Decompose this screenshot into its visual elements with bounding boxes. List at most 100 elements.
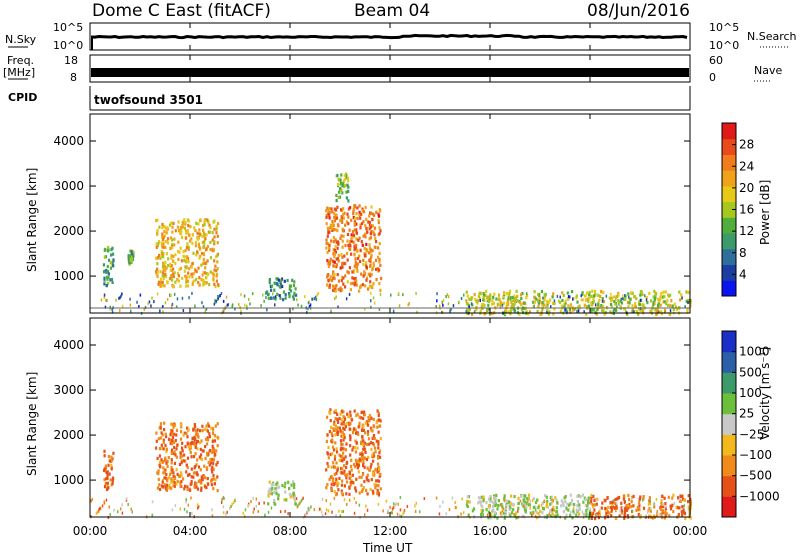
power-scatter-cell	[339, 286, 342, 290]
velocity-ytick-label: 2000	[53, 428, 84, 442]
velocity-scatter-cell	[687, 505, 690, 509]
power-scatter-cell	[642, 302, 644, 306]
power-scatter-cell	[328, 277, 331, 282]
power-scatter-cell	[282, 290, 285, 294]
power-scatter-cell	[190, 265, 193, 269]
power-scatter-cell	[335, 213, 338, 217]
velocity-scatter-cell	[555, 510, 558, 514]
velocity-scatter-cell	[596, 512, 599, 516]
power-scatter-cell	[170, 236, 173, 240]
power-scatter-cell	[275, 277, 278, 281]
power-scatter-cell	[349, 288, 352, 292]
velocity-scatter-cell	[662, 505, 665, 509]
power-scatter-cell	[633, 304, 636, 308]
power-colorbar-swatch	[722, 138, 736, 155]
velocity-scatter-cell	[448, 508, 451, 512]
power-scatter-cell	[499, 303, 502, 307]
velocity-scatter-cell	[545, 495, 548, 499]
power-scatter-cell	[353, 269, 356, 273]
power-scatter-cell	[679, 298, 682, 302]
velocity-scatter-cell	[193, 485, 196, 489]
power-scatter-cell	[327, 209, 330, 213]
velocity-scatter-cell	[162, 440, 165, 444]
power-scatter-cell	[184, 248, 187, 253]
power-scatter-cell	[497, 297, 500, 301]
power-scatter-cell	[352, 235, 355, 239]
power-scatter-cell	[364, 232, 367, 236]
power-scatter-cell	[495, 297, 498, 301]
velocity-scatter-cell	[188, 472, 191, 477]
power-scatter-cell	[537, 299, 540, 303]
power-scatter-cell	[169, 262, 172, 266]
power-scatter-cell	[609, 310, 612, 314]
velocity-scatter-cell	[358, 491, 361, 495]
power-scatter-cell	[659, 295, 662, 299]
power-scatter-cell	[353, 222, 356, 226]
power-scatter-cell	[583, 303, 586, 307]
velocity-scatter-cell	[361, 488, 364, 492]
velocity-scatter-cell	[487, 497, 490, 501]
velocity-scatter-cell	[173, 450, 176, 454]
velocity-scatter-cell	[201, 424, 204, 428]
power-scatter-cell	[156, 292, 159, 296]
velocity-scatter-cell	[414, 504, 416, 508]
velocity-scatter-cell	[163, 469, 166, 474]
velocity-scatter-cell	[371, 429, 374, 433]
velocity-colorbar-tick-label: 500	[739, 365, 762, 379]
power-scatter-cell	[132, 254, 135, 258]
power-scatter-cell	[468, 307, 471, 311]
velocity-scatter-cell	[349, 438, 352, 442]
power-scatter-cell	[276, 283, 279, 287]
power-scatter-cell	[181, 296, 184, 300]
power-scatter-cell	[170, 278, 174, 282]
power-scatter-cell	[293, 291, 296, 295]
power-scatter-cell	[465, 290, 468, 294]
power-scatter-cell	[354, 204, 357, 208]
power-scatter-cell	[623, 307, 626, 311]
power-scatter-cell	[468, 297, 471, 301]
power-scatter-cell	[637, 312, 640, 316]
velocity-scatter-cell	[378, 469, 381, 473]
velocity-scatter-cell	[223, 497, 225, 500]
velocity-scatter-cell	[269, 491, 272, 496]
velocity-scatter-cell	[295, 497, 298, 501]
power-scatter-cell	[488, 299, 491, 303]
velocity-scatter-cell	[288, 492, 291, 497]
power-scatter-cell	[171, 243, 174, 247]
power-scatter-cell	[150, 304, 152, 308]
velocity-colorbar-tick-label: −1000	[739, 489, 780, 503]
power-scatter-cell	[216, 260, 219, 264]
velocity-scatter-cell	[664, 506, 667, 510]
power-scatter-cell	[562, 293, 565, 298]
power-scatter-cell	[652, 295, 655, 299]
velocity-scatter-cell	[171, 508, 174, 512]
velocity-scatter-cell	[270, 487, 273, 492]
power-scatter-cell	[684, 305, 686, 309]
velocity-colorbar-swatch	[722, 413, 736, 435]
power-scatter-cell	[148, 300, 151, 304]
velocity-scatter-cell	[375, 483, 378, 487]
velocity-scatter-cell	[586, 500, 590, 505]
power-scatter-cell	[337, 279, 340, 283]
velocity-scatter-cell	[357, 432, 360, 436]
radar-title: Dome C East (fitACF)	[92, 1, 271, 21]
velocity-scatter-cell	[362, 461, 365, 465]
velocity-scatter-cell	[367, 415, 370, 420]
power-scatter-cell	[415, 291, 417, 295]
velocity-scatter-cell	[196, 487, 200, 491]
velocity-scatter-cell	[377, 462, 380, 466]
power-scatter-cell	[363, 271, 366, 275]
velocity-scatter-cell	[391, 507, 394, 511]
velocity-scatter-cell	[499, 511, 502, 515]
power-scatter-cell	[365, 242, 368, 246]
power-scatter-cell	[511, 303, 514, 307]
velocity-ylabel: Slant Range [km]	[25, 372, 39, 476]
power-scatter-cell	[541, 301, 544, 305]
power-scatter-cell	[527, 312, 530, 316]
velocity-scatter-cell	[614, 497, 617, 502]
power-scatter-cell	[173, 243, 176, 247]
velocity-scatter-cell	[159, 425, 162, 429]
power-scatter-cell	[369, 248, 372, 252]
power-scatter-cell	[551, 301, 554, 305]
power-scatter-cell	[196, 250, 199, 254]
